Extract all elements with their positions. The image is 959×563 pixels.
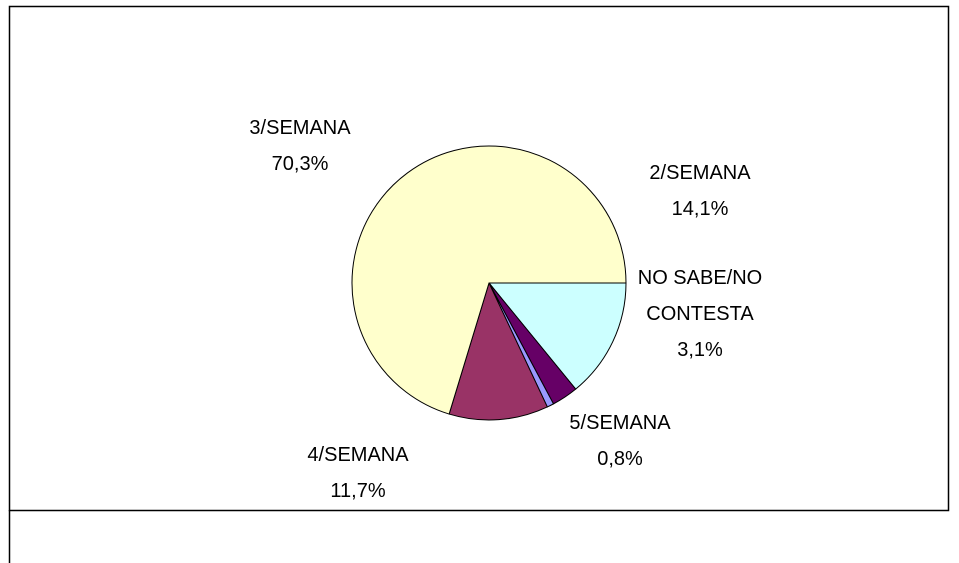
slice-value: 11,7% [330, 480, 386, 502]
slice-category: 2/SEMANA [649, 162, 751, 184]
slice-label: 5/SEMANA 0,8% [535, 405, 705, 477]
slice-label: NO SABE/NO CONTESTA 3,1% [625, 260, 775, 368]
slice-value: 3,1% [677, 339, 723, 361]
pie-slice [448, 281, 548, 421]
slice-category: 4/SEMANA [307, 444, 409, 466]
slice-label: 4/SEMANA 11,7% [273, 437, 443, 509]
slice-value: 14,1% [671, 198, 729, 220]
slice-value: 0,8% [597, 448, 643, 470]
slice-value: 70,3% [271, 153, 329, 175]
slice-category: 5/SEMANA [569, 412, 671, 434]
pie-slice [351, 145, 627, 415]
slice-category: 3/SEMANA [249, 117, 351, 139]
slice-category: NO SABE/NO CONTESTA [637, 267, 763, 325]
pie-slice [487, 282, 627, 390]
slice-label: 2/SEMANA 14,1% [615, 155, 785, 227]
slice-label: 3/SEMANA 70,3% [215, 110, 385, 182]
chart-frame [8, 5, 950, 512]
